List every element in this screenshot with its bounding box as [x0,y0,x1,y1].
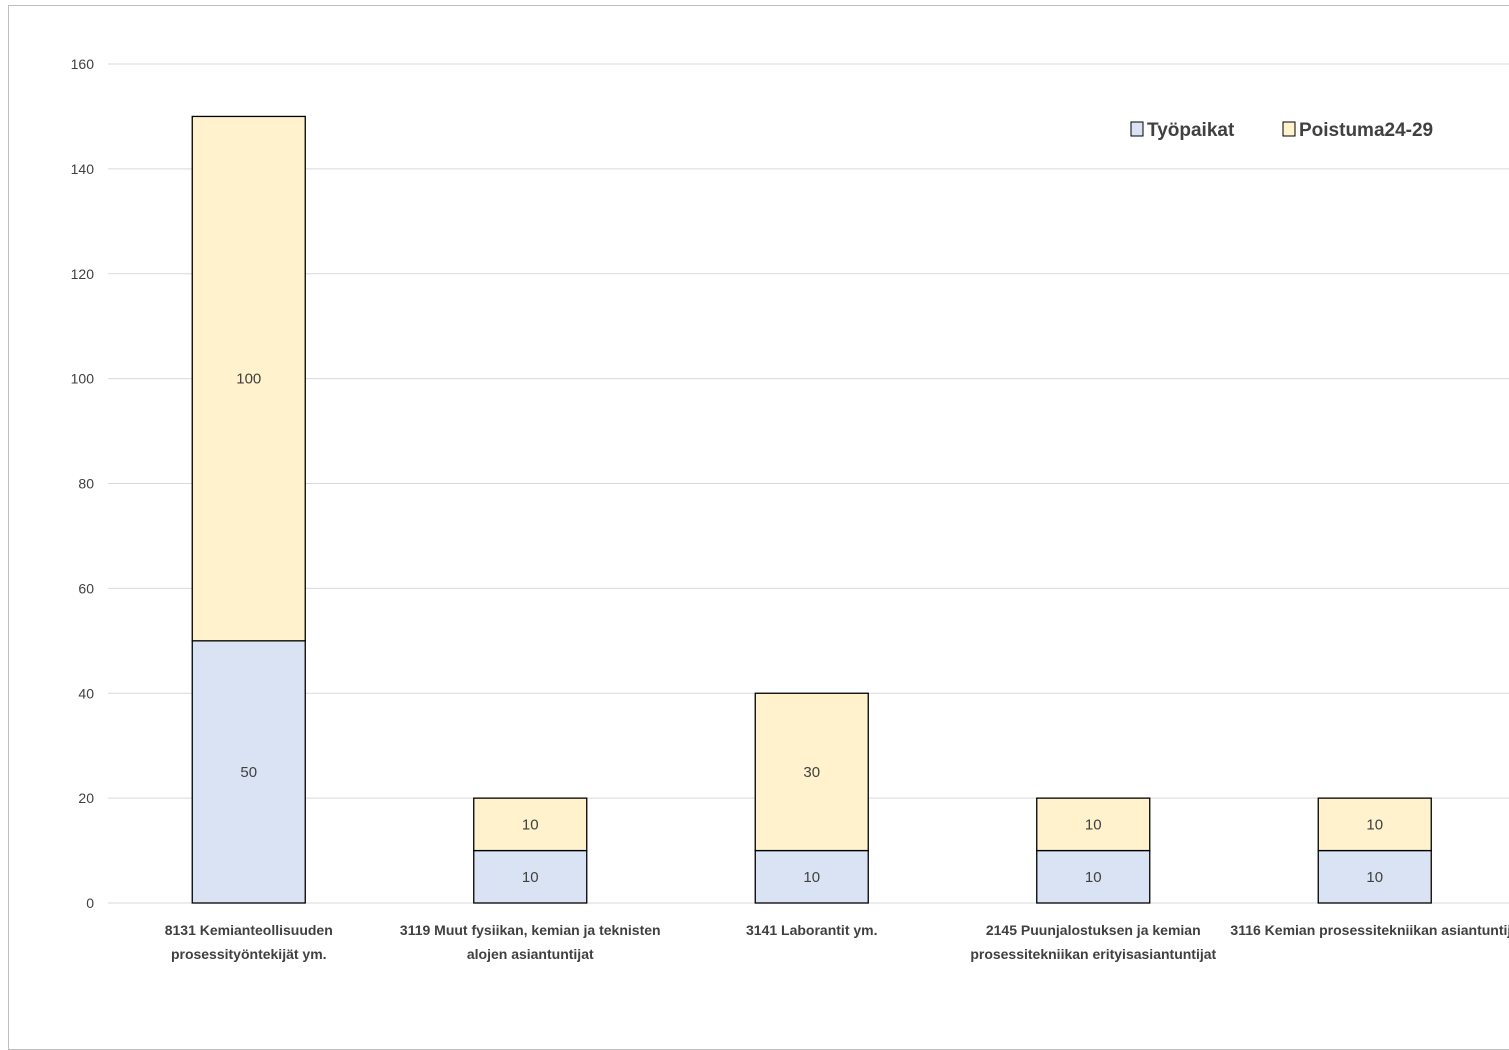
data-label: 10 [522,869,539,886]
legend: Työpaikat Poistuma24-29 [1130,120,1433,141]
bar-segment-poistuma [1317,797,1432,852]
bar-segment-tyopaikat [473,849,588,904]
category-label: 3141 Laborantit ym. [746,922,878,938]
data-label: 50 [240,764,257,781]
category-label: 3119 Muut fysiikan, kemian ja teknisten a… [400,922,661,962]
y-tick-label: 120 [71,266,95,282]
bar-segment-poistuma [191,115,306,642]
category-label: 3116 Kemian prosessitekniikan asiantunti… [1230,922,1509,938]
x-axis-category-labels: 8131 Kemianteollisuuden prosessityöntekij… [165,922,1509,962]
legend-label: Työpaikat [1147,120,1235,141]
y-tick-label: 160 [71,56,95,72]
y-axis-tick-labels: 0 20 40 60 80 100 120 140 160 [71,56,95,911]
y-tick-label: 60 [78,580,94,596]
data-label: 10 [1085,816,1102,833]
legend-swatch [1282,121,1296,137]
bar-segment-poistuma [754,692,869,852]
data-label: 10 [1366,869,1383,886]
bar-segment-tyopaikat [1036,849,1151,904]
data-label: 10 [803,869,820,886]
category-label: 2145 Puunjalostuksen ja kemian prosessite… [970,922,1216,962]
bar-segment-tyopaikat [1317,849,1432,904]
data-label: 10 [1366,816,1383,833]
y-tick-label: 20 [78,790,94,806]
y-tick-label: 140 [71,161,95,177]
data-label: 10 [522,816,539,833]
bar-segment-tyopaikat [754,849,869,904]
bar-segment-tyopaikat [191,640,306,904]
y-tick-label: 80 [78,476,94,492]
bar-segment-poistuma [1036,797,1151,852]
y-tick-label: 40 [78,685,94,701]
data-label: 100 [236,371,261,388]
bar-segment-poistuma [473,797,588,852]
data-labels: 50 100 10 10 10 30 10 10 10 10 [236,371,1383,886]
y-tick-label: 0 [86,895,94,911]
category-label: 8131 Kemianteollisuuden prosessityöntekij… [165,922,333,962]
legend-swatch [1130,121,1144,137]
bars [191,115,1432,904]
data-label: 30 [803,764,820,781]
y-tick-label: 100 [71,371,95,387]
data-label: 10 [1085,869,1102,886]
legend-label: Poistuma24-29 [1299,120,1433,141]
